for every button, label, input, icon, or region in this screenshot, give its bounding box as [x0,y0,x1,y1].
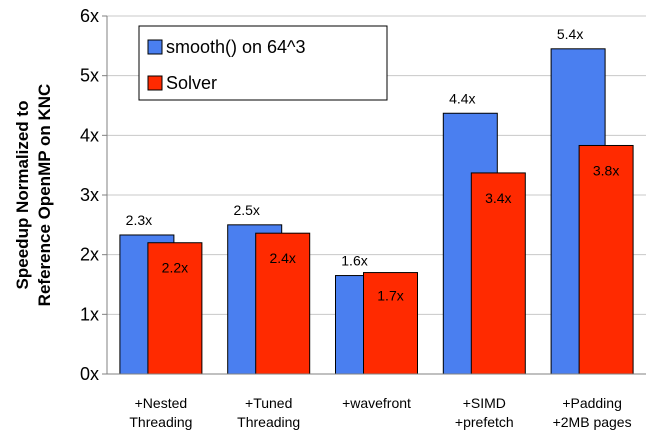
x-category-label: Threading [129,414,192,430]
x-category-label: +Tuned [245,395,292,411]
data-label-series-2: 3.4x [485,190,511,206]
y-tick-labels: 0x 1x 2x 3x 4x 5x 6x [80,6,99,384]
bar-series-2 [470,172,526,375]
data-label-series-1: 5.4x [557,26,583,42]
y-tick-label: 5x [80,66,99,86]
legend-swatch [147,75,163,91]
y-tick-label: 3x [80,185,99,205]
bar-series-2 [147,242,203,375]
data-label-series-2: 2.4x [269,250,295,266]
bars [119,48,634,375]
y-axis-title-line: Speedup Normalized to [13,101,32,290]
category-labels: +Nested Threading +Tuned Threading +wavefron… [129,395,631,430]
y-tick-label: 0x [80,364,99,384]
data-label-series-1: 1.6x [341,253,367,269]
data-label-series-2: 3.8x [593,162,619,178]
data-label-series-1: 2.3x [126,212,152,228]
y-tick-label: 4x [80,125,99,145]
x-category-label: +Padding [562,395,622,411]
x-category-label: +wavefront [342,395,411,411]
legend: smooth() on 64^3 Solver [138,25,388,101]
y-tick-label: 6x [80,6,99,26]
y-tick-label: 1x [80,304,99,324]
legend-entry: smooth() on 64^3 [166,37,306,57]
x-category-label: Threading [237,414,300,430]
legend-entry: Solver [166,73,217,93]
data-label-series-2: 1.7x [377,288,403,304]
legend-swatch [147,39,163,55]
x-category-label: +Nested [135,395,188,411]
axes [106,16,646,375]
x-category-label: +2MB pages [553,414,632,430]
data-label-series-1: 4.4x [449,90,475,106]
y-axis-title: Speedup Normalized to Reference OpenMP on… [13,84,54,307]
y-tick-label: 2x [80,245,99,265]
x-category-label: +prefetch [455,414,514,430]
data-label-series-1: 2.5x [233,202,259,218]
y-axis-title-line: Reference OpenMP on KNC [35,84,54,307]
data-labels: 2.3x 2.2x 2.5x 2.4x 1.6x 1.7x 4.4x 3.4x 5.4x 3.8x [126,26,620,304]
legend-box [138,25,388,101]
x-category-label: +SIMD [463,395,506,411]
data-label-series-2: 2.2x [162,260,188,276]
bar-series-2 [578,144,634,375]
